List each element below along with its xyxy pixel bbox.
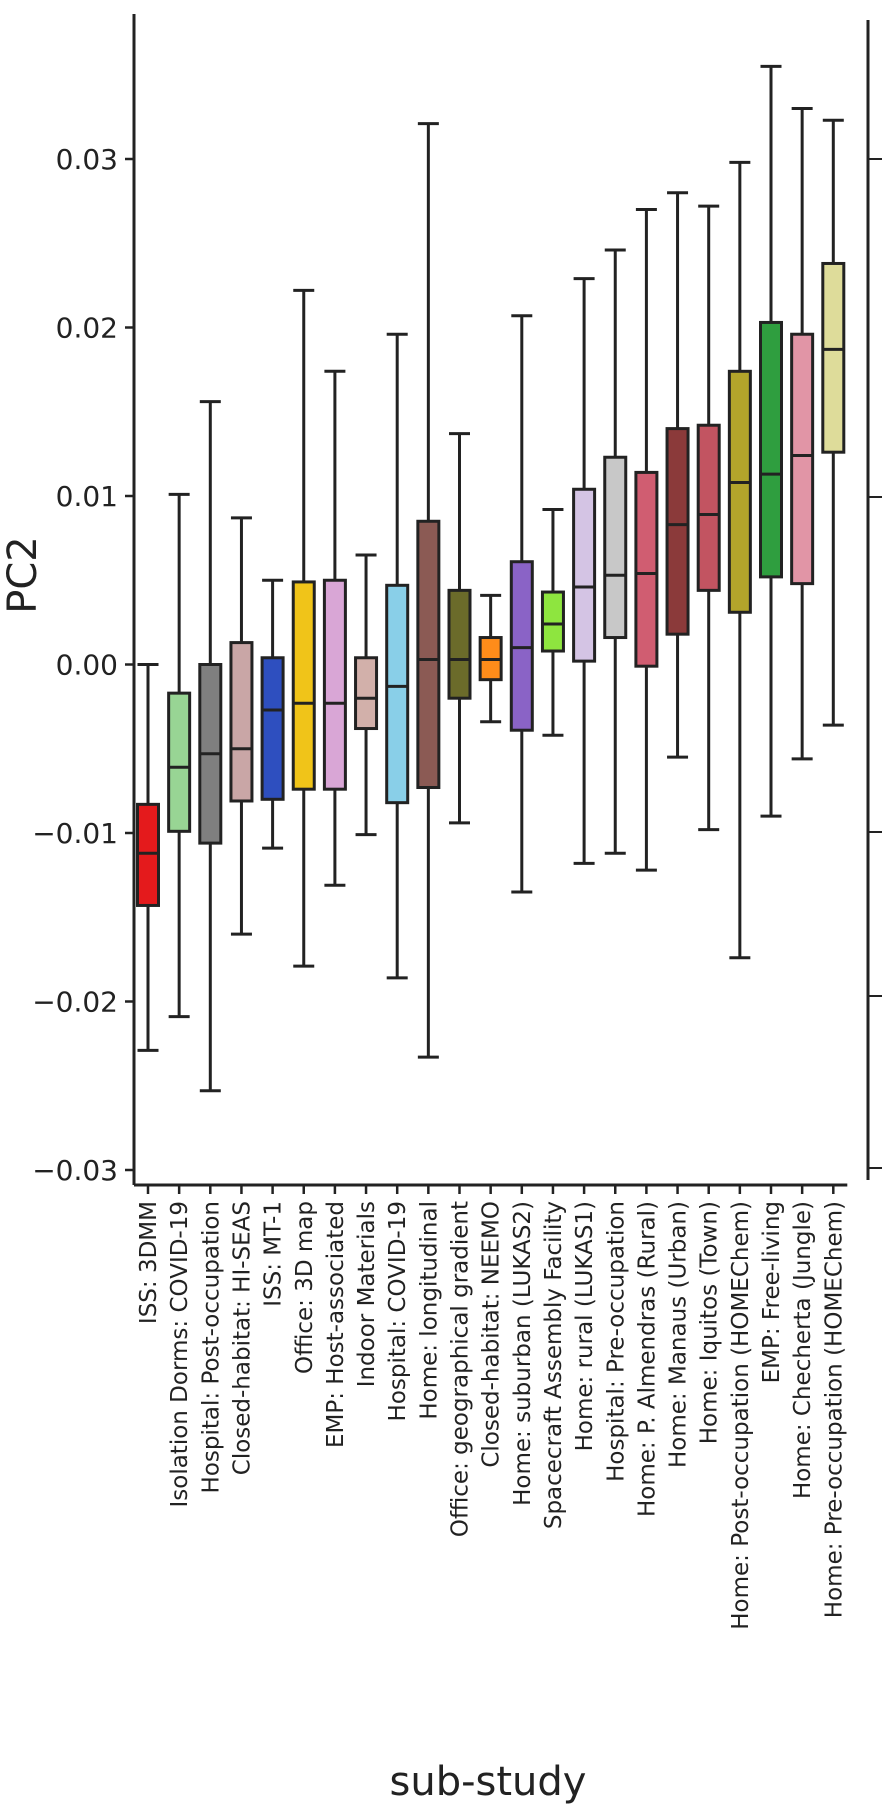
y-tick-label: 0.03	[56, 143, 118, 176]
box-body	[229, 641, 254, 803]
box-4	[229, 516, 254, 936]
box-9	[385, 332, 410, 980]
x-tick-label: Home: P. Almendras (Rural)	[634, 1201, 660, 1517]
x-tick-label: Closed-habitat: NEEMO	[479, 1201, 505, 1468]
x-tick-label: ISS: 3DMM	[136, 1201, 162, 1324]
x-tick-label: ISS: MT-1	[261, 1201, 287, 1307]
box-8	[354, 553, 379, 837]
box-body	[354, 656, 379, 731]
y-tick-label: −0.03	[32, 1154, 118, 1187]
x-tick-label: Home: Checherta (Jungle)	[790, 1201, 816, 1499]
y-tick-label: 0.02	[56, 312, 118, 345]
x-tick-label: Hospital: Pre-occupation	[603, 1201, 629, 1482]
x-tick-label: Office: geographical gradient	[448, 1201, 474, 1537]
y-axis-label: PC2	[0, 536, 46, 614]
box-body	[696, 423, 721, 592]
box-body	[634, 470, 659, 668]
box-body	[727, 369, 752, 614]
x-tick-label: Office: 3D map	[292, 1201, 318, 1374]
axis-labels: PC2 sub-study	[0, 536, 586, 1805]
box-body	[540, 590, 565, 653]
box-body	[821, 261, 846, 454]
box-21	[759, 64, 783, 818]
x-tick-label: Hospital: Post-occupation	[198, 1201, 224, 1493]
box-body	[167, 691, 192, 833]
x-tick-label: Home: Pre-occupation (HOMEChem)	[821, 1201, 847, 1618]
box-17	[634, 208, 659, 872]
box-14	[540, 507, 565, 737]
adjacent-panel-edge	[866, 20, 882, 1180]
x-tick-label: Home: Manaus (Urban)	[666, 1201, 692, 1468]
box-body	[790, 332, 815, 586]
y-tick-label: −0.02	[32, 986, 118, 1019]
y-tick-label: 0.00	[56, 649, 118, 682]
box-15	[572, 277, 597, 865]
x-tick-label: Indoor Materials	[354, 1201, 380, 1387]
box-3	[198, 400, 223, 1093]
x-tick-label: Home: rural (LUKAS1)	[572, 1201, 598, 1451]
box-23	[821, 118, 846, 727]
box-10	[416, 122, 441, 1059]
box-19	[696, 204, 721, 832]
box-body	[572, 487, 597, 663]
box-18	[665, 191, 690, 759]
box-body	[759, 320, 783, 579]
box-body	[447, 588, 472, 700]
box-body	[509, 560, 534, 732]
x-tick-label: EMP: Host-associated	[323, 1201, 349, 1448]
box-series	[136, 64, 846, 1093]
x-tick-label: Spacecraft Assembly Facility	[541, 1201, 567, 1529]
box-body	[385, 583, 410, 805]
box-body	[603, 455, 628, 640]
box-7	[322, 369, 347, 887]
box-12	[478, 593, 503, 724]
box-13	[509, 314, 534, 894]
x-tick-label: Closed-habitat: HI-SEAS	[229, 1201, 255, 1475]
y-tick-label: −0.01	[32, 817, 118, 850]
box-body	[322, 578, 347, 791]
x-tick-label: Home: longitudinal	[416, 1201, 442, 1420]
box-1	[136, 663, 160, 1052]
x-tick-label: Home: Iquitos (Town)	[697, 1201, 723, 1444]
box-6	[291, 288, 316, 968]
x-tick-label: EMP: Free-living	[759, 1201, 785, 1383]
box-body	[136, 802, 160, 907]
x-axis-label: sub-study	[390, 1759, 587, 1805]
box-20	[727, 160, 752, 960]
box-5	[260, 578, 285, 850]
y-tick-label: 0.01	[56, 480, 118, 513]
x-tick-label: Home: Post-occupation (HOMEChem)	[728, 1201, 754, 1630]
box-body	[416, 519, 441, 790]
box-body	[291, 580, 316, 791]
box-body	[665, 427, 690, 636]
x-tick-label: Hospital: COVID-19	[385, 1201, 411, 1421]
box-22	[790, 106, 815, 761]
box-16	[603, 248, 628, 855]
box-2	[167, 492, 192, 1019]
box-11	[447, 432, 472, 825]
axes: −0.03 −0.02 −0.01 0.00 0.01 0.02 0.03 ISS: 3DMM…	[32, 14, 848, 1630]
x-tick-label: Isolation Dorms: COVID-19	[167, 1201, 193, 1508]
box-body	[260, 656, 285, 801]
x-tick-label: Home: suburban (LUKAS2)	[510, 1201, 536, 1506]
